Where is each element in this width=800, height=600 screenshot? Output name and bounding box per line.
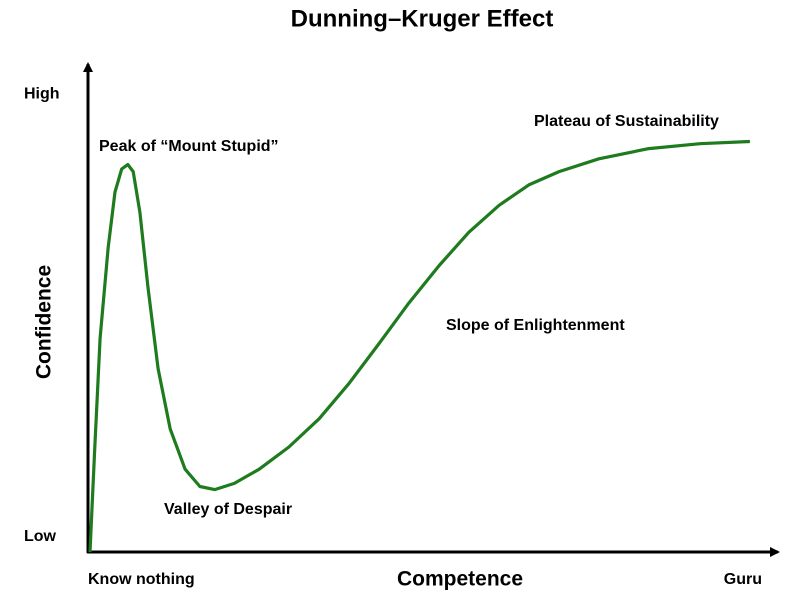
chart-title: Dunning–Kruger Effect [291, 5, 554, 32]
line [88, 139, 750, 553]
y-tick-label: Low [24, 528, 57, 545]
annotation: Slope of Enlightenment [446, 317, 625, 334]
x-tick-label: Know nothing [88, 571, 195, 588]
x-axis-label: Competence [397, 568, 523, 591]
annotation: Plateau of Sustainability [534, 113, 719, 130]
y-axis-label: Confidence [33, 265, 56, 379]
x-tick-label: Guru [724, 571, 762, 588]
annotation: Valley of Despair [164, 501, 292, 518]
annotation: Peak of “Mount Stupid” [99, 138, 279, 155]
y-tick-label: High [24, 85, 60, 102]
